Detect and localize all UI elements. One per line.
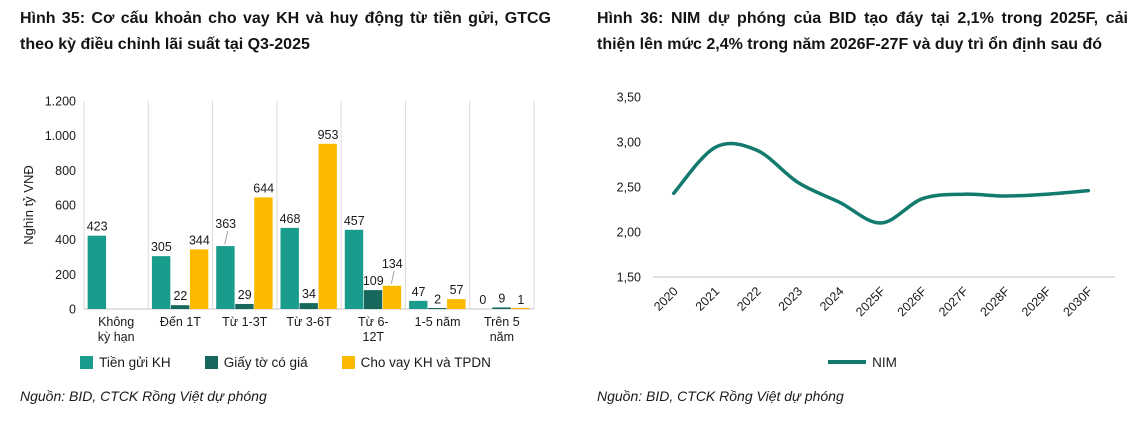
figure-36-title: Hình 36: NIM dự phóng của BID tạo đáy tạ… [597, 10, 1128, 53]
x-tick-label: 2023 [776, 284, 806, 314]
label-leader-line [390, 270, 395, 284]
y-tick-label: 2,50 [617, 181, 641, 195]
legend-line-icon [828, 360, 867, 364]
bar-1-1 [170, 305, 190, 309]
y-tick-label: 200 [55, 268, 76, 282]
y-tick-label: 0 [69, 303, 76, 317]
category-label: năm [490, 330, 514, 344]
bar-value-label: 468 [280, 212, 301, 226]
figure-35-panel: Hình 35: Cơ cấu khoản cho vay KH và huy … [20, 6, 551, 404]
bar-5-0 [409, 300, 428, 309]
bar-value-label: 34 [302, 287, 316, 301]
report-charts-row: Hình 35: Cơ cấu khoản cho vay KH và huy … [20, 6, 1128, 404]
bar-value-label: 22 [173, 289, 187, 303]
bar-2-0 [216, 246, 235, 309]
bar-value-label: 2 [434, 293, 441, 307]
y-tick-label: 800 [55, 164, 76, 178]
figure-35-title: Hình 35: Cơ cấu khoản cho vay KH và huy … [20, 10, 551, 53]
bar-5-2 [447, 299, 466, 309]
category-label: kỳ hạn [98, 330, 135, 344]
bar-4-1 [363, 290, 383, 309]
x-tick-label: 2025F [853, 284, 888, 319]
line-chart-svg: 1,50 2,00 2,50 3,00 3,50 2020 2021 2022 2023 2024… [617, 91, 1115, 319]
x-tick-label: 2020 [651, 284, 681, 314]
category-label: 12T [363, 330, 385, 344]
category-label: Từ 1-3T [222, 315, 268, 329]
category-label: Trên 5 [484, 315, 520, 329]
y-tick-label: 600 [55, 199, 76, 213]
x-tick-label: 2026F [895, 284, 930, 319]
figure-36-chart-area: 1,50 2,00 2,50 3,00 3,50 2020 2021 2022 2023 2024… [597, 87, 1128, 350]
y-tick-label: 1.200 [45, 95, 76, 109]
category-label: Không [98, 315, 134, 329]
legend-item: Cho vay KH và TPDN [341, 354, 491, 370]
bar-value-label: 644 [253, 181, 274, 195]
bar-3-1 [299, 303, 318, 309]
bar-value-label: 344 [189, 233, 210, 247]
bar-value-label: 423 [87, 220, 108, 234]
y-tick-label: 3,50 [617, 91, 641, 105]
legend-label: Giấy tờ có giá [223, 354, 308, 370]
bar-value-label: 457 [344, 214, 365, 228]
y-tick-label: 1.000 [45, 129, 76, 143]
figure-35-chart-area: 0 200 400 600 800 1.000 1.200 Nghìn tỷ VNĐ Không… [20, 87, 551, 350]
x-tick-label: 2029F [1019, 284, 1054, 319]
bar-1-0 [151, 256, 171, 309]
bar-3-2 [318, 143, 337, 309]
legend-label: Tiền gửi KH [99, 354, 171, 370]
category-label: 1-5 năm [415, 315, 461, 329]
nim-line [671, 141, 1091, 225]
legend-label: Cho vay KH và TPDN [360, 354, 491, 370]
bar-value-label: 0 [479, 293, 486, 307]
y-tick-label: 2,00 [617, 226, 641, 240]
bar-1-2 [189, 249, 209, 309]
bar-value-label: 109 [363, 274, 384, 288]
legend-item: Giấy tờ có giá [204, 354, 308, 370]
legend-label: NIM [872, 354, 897, 370]
bar-value-label: 57 [450, 283, 464, 297]
bar-value-label: 47 [412, 285, 426, 299]
label-leader-line [224, 230, 229, 245]
legend-swatch-icon [204, 355, 218, 369]
bar-value-label: 134 [382, 257, 403, 271]
legend-item: NIM [828, 355, 897, 370]
bar-chart-svg: 0 200 400 600 800 1.000 1.200 Nghìn tỷ VNĐ Không… [21, 95, 535, 344]
figure-36-source: Nguồn: BID, CTCK Rồng Việt dự phóng [597, 388, 844, 404]
x-tick-label: 2027F [936, 284, 971, 319]
x-tick-label: 2021 [693, 284, 723, 314]
bar-2-1 [235, 303, 254, 309]
y-tick-label: 3,00 [617, 136, 641, 150]
bar-value-label: 305 [151, 240, 172, 254]
bar-3-0 [280, 227, 299, 309]
figure-35-source: Nguồn: BID, CTCK Rồng Việt dự phóng [20, 388, 267, 404]
figure-36-legend: NIM [597, 352, 1128, 372]
bar-value-label: 29 [238, 288, 252, 302]
legend-item: Tiền gửi KH [80, 355, 171, 370]
x-tick-label: 2024 [817, 284, 847, 314]
bar-value-label: 9 [498, 291, 505, 305]
x-tick-label: 2028F [978, 284, 1013, 319]
category-label: Từ 6- [358, 315, 389, 329]
legend-swatch-icon [341, 355, 355, 369]
category-label: Đến 1T [160, 315, 201, 329]
figure-36-panel: Hình 36: NIM dự phóng của BID tạo đáy tạ… [597, 6, 1128, 404]
bar-2-2 [254, 197, 273, 309]
bar-6-1 [492, 307, 511, 309]
bar-value-label: 363 [215, 217, 236, 231]
bar-4-2 [382, 285, 402, 309]
category-label: Từ 3-6T [286, 315, 332, 329]
bar-value-label: 1 [517, 293, 524, 307]
bar-6-2 [511, 308, 530, 309]
figure-35-legend: Tiền gửi KH Giấy tờ có giá Cho vay KH và T… [20, 352, 551, 372]
bar-5-1 [428, 308, 447, 309]
x-tick-label: 2030F [1060, 284, 1095, 319]
bar-0-0 [87, 235, 107, 309]
y-axis-title: Nghìn tỷ VNĐ [21, 165, 36, 244]
y-tick-label: 1,50 [617, 271, 641, 285]
bar-value-label: 953 [318, 128, 339, 142]
legend-swatch-icon [80, 355, 94, 369]
y-tick-label: 400 [55, 233, 76, 247]
bar-4-0 [344, 229, 364, 309]
x-tick-label: 2022 [734, 284, 764, 314]
